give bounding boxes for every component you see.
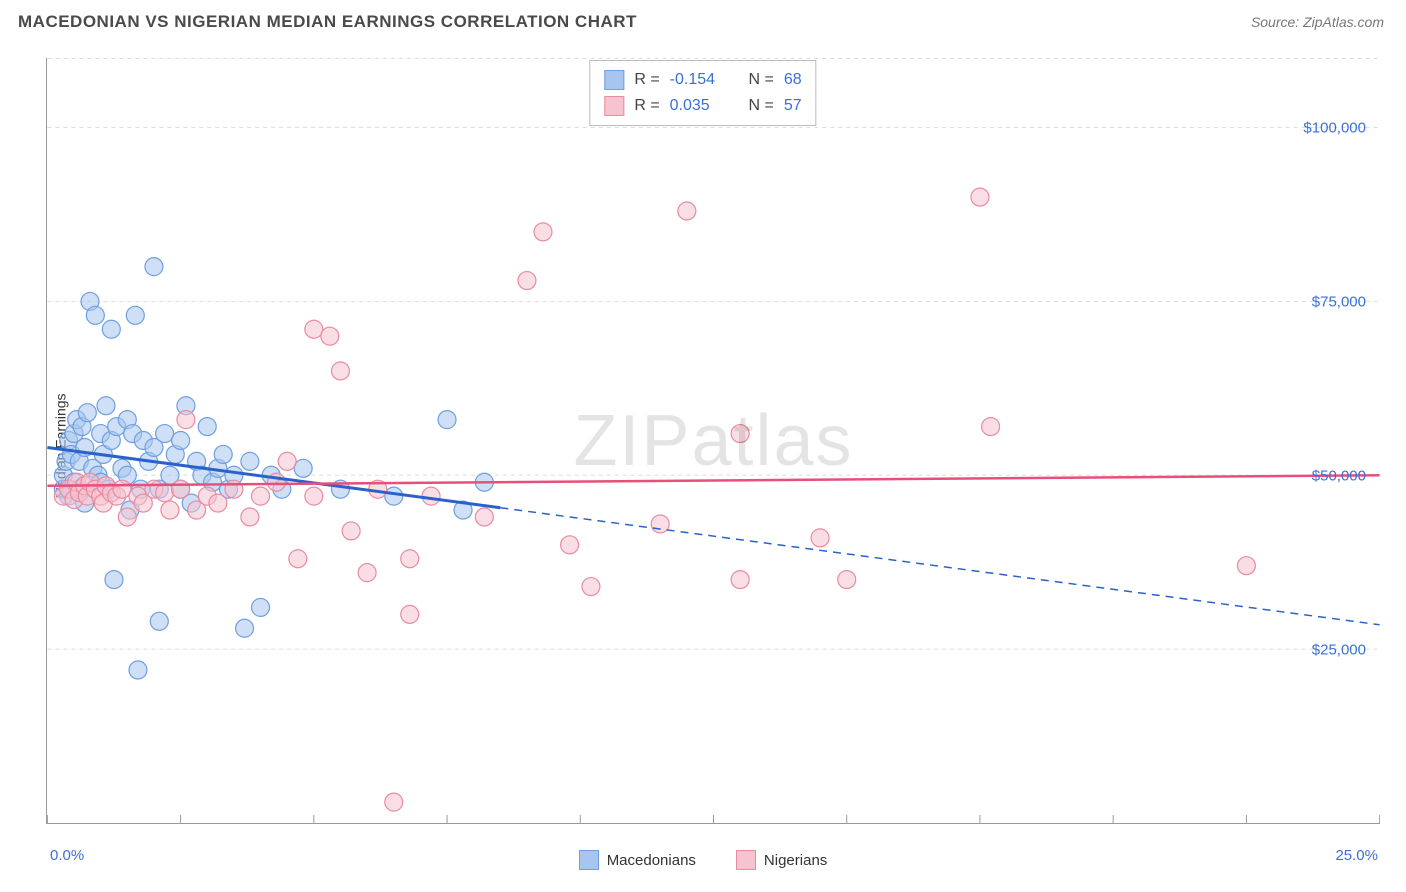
y-tick-label: $100,000 [1303,119,1366,136]
stat-r-label: R = [634,93,659,119]
stat-r-label: R = [634,67,659,93]
y-tick-label: $50,000 [1312,467,1366,484]
legend-swatch [604,96,624,116]
stat-n-value: 68 [784,67,802,93]
stat-r-value: -0.154 [670,67,730,93]
stat-n-label: N = [740,93,774,119]
bottom-legend: Macedonians Nigerians [0,850,1406,870]
scatter-svg [47,58,1380,823]
legend-swatch [736,850,756,870]
source-label: Source: ZipAtlas.com [1251,14,1384,30]
stat-row: R = -0.154 N = 68 [604,67,801,93]
legend-item: Nigerians [736,850,827,870]
stat-n-label: N = [740,67,774,93]
correlation-stats-box: R = -0.154 N = 68 R = 0.035 N = 57 [589,60,816,126]
stat-n-value: 57 [784,93,802,119]
chart-container: MACEDONIAN VS NIGERIAN MEDIAN EARNINGS C… [0,0,1406,892]
legend-swatch [604,70,624,90]
legend-label: Nigerians [764,852,827,869]
stat-r-value: 0.035 [670,93,730,119]
y-tick-label: $25,000 [1312,641,1366,658]
header: MACEDONIAN VS NIGERIAN MEDIAN EARNINGS C… [0,0,1406,40]
legend-label: Macedonians [607,852,696,869]
plot-area: ZIPatlas $25,000$50,000$75,000$100,000 [46,58,1380,824]
legend-swatch [579,850,599,870]
chart-title: MACEDONIAN VS NIGERIAN MEDIAN EARNINGS C… [18,12,637,32]
legend-item: Macedonians [579,850,696,870]
stat-row: R = 0.035 N = 57 [604,93,801,119]
y-tick-label: $75,000 [1312,293,1366,310]
